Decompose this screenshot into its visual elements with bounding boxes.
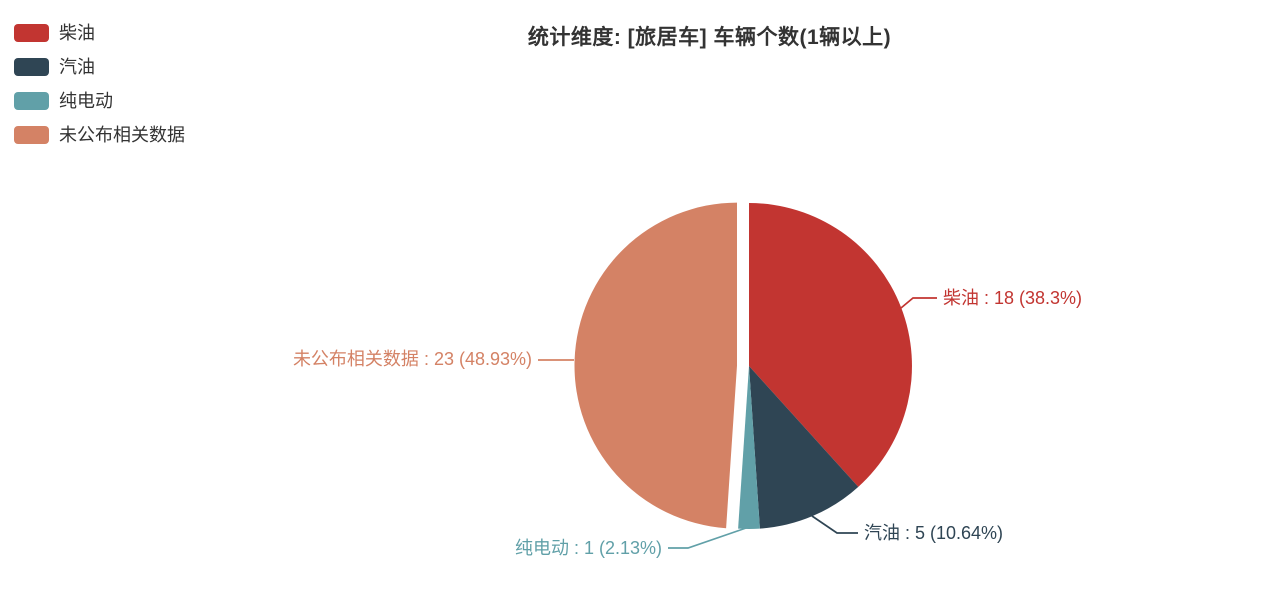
legend-label-gasoline: 汽油 bbox=[59, 57, 95, 77]
label-line-electric bbox=[668, 526, 750, 549]
legend-swatch-electric[interactable] bbox=[14, 92, 49, 110]
slice-label-unpublished: 未公布相关数据 : 23 (48.93%) bbox=[293, 349, 532, 369]
pie-slice-unpublished[interactable] bbox=[574, 202, 737, 529]
pie-slice-gasoline[interactable] bbox=[749, 366, 859, 529]
pie-slice-electric[interactable] bbox=[738, 366, 760, 529]
slice-label-diesel: 柴油 : 18 (38.3%) bbox=[943, 288, 1082, 308]
pie-slice-diesel[interactable] bbox=[749, 203, 912, 487]
chart-title: 统计维度: [旅居车] 车辆个数(1辆以上) bbox=[527, 26, 892, 49]
legend-item-unpublished[interactable]: 未公布相关数据 bbox=[14, 126, 185, 144]
legend-label-unpublished: 未公布相关数据 bbox=[59, 125, 185, 145]
slice-label-gasoline: 汽油 : 5 (10.64%) bbox=[864, 523, 1003, 543]
legend-swatch-diesel[interactable] bbox=[14, 24, 49, 42]
slice-label-electric: 纯电动 : 1 (2.13%) bbox=[515, 538, 662, 558]
legend-item-gasoline[interactable]: 汽油 bbox=[14, 58, 185, 76]
legend-label-diesel: 柴油 bbox=[59, 23, 95, 43]
legend-swatch-unpublished[interactable] bbox=[14, 126, 49, 144]
legend-item-diesel[interactable]: 柴油 bbox=[14, 24, 185, 42]
legend-label-electric: 纯电动 bbox=[59, 91, 113, 111]
legend-swatch-gasoline[interactable] bbox=[14, 58, 49, 76]
legend-item-electric[interactable]: 纯电动 bbox=[14, 92, 185, 110]
label-line-diesel bbox=[900, 297, 937, 309]
legend: 柴油 汽油 纯电动 未公布相关数据 bbox=[14, 24, 185, 144]
label-line-gasoline bbox=[811, 515, 858, 534]
